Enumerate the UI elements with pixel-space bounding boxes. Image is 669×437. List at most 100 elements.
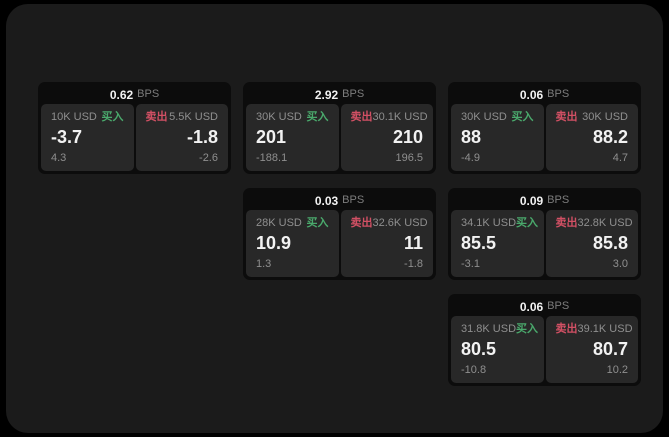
buy-panel-header: 30K USD 买入 (256, 112, 329, 123)
spread-value: 2.92 (314, 87, 339, 102)
sell-size-label: 30K USD (582, 111, 628, 123)
buy-panel-header: 28K USD 买入 (256, 218, 329, 229)
buy-quote-panel[interactable]: 10K USD 买入 -3.7 4.3 (41, 104, 134, 171)
sell-panel-header: 卖出 39.1K USD (555, 323, 633, 335)
quote-panels: 28K USD 买入 10.9 1.3 卖出 32.6K USD 11 -1.8 (246, 210, 433, 277)
sell-size-label: 32.6K USD (372, 217, 428, 229)
quote-card: 0.03 BPS 28K USD 买入 10.9 1.3 卖出 32.6K US… (243, 188, 436, 280)
sell-side-label: 卖出 (555, 323, 578, 335)
buy-side-label: 买入 (511, 111, 534, 123)
spread-header: 0.62 BPS (41, 85, 228, 104)
sell-side-label: 卖出 (350, 217, 373, 229)
buy-price: -3.7 (51, 127, 83, 147)
sell-sub-value: 10.2 (606, 364, 628, 376)
buy-quote-panel[interactable]: 30K USD 买入 88 -4.9 (451, 104, 544, 171)
buy-size-label: 10K USD (51, 111, 97, 123)
quote-panels: 10K USD 买入 -3.7 4.3 卖出 5.5K USD -1.8 -2.… (41, 104, 228, 171)
quote-card: 0.06 BPS 31.8K USD 买入 80.5 -10.8 卖出 39.1… (448, 294, 641, 386)
sell-quote-panel[interactable]: 卖出 30K USD 88.2 4.7 (545, 104, 638, 171)
buy-panel-header: 31.8K USD 买入 (461, 323, 538, 335)
sell-quote-panel[interactable]: 卖出 39.1K USD 80.7 10.2 (545, 316, 638, 383)
quote-panels: 34.1K USD 买入 85.5 -3.1 卖出 32.8K USD 85.8… (451, 210, 638, 277)
buy-quote-panel[interactable]: 28K USD 买入 10.9 1.3 (246, 210, 339, 277)
buy-side-label: 买入 (516, 323, 539, 335)
buy-panel-header: 34.1K USD 买入 (461, 217, 538, 229)
buy-side-label: 买入 (306, 217, 329, 229)
quote-card: 0.09 BPS 34.1K USD 买入 85.5 -3.1 卖出 32.8K… (448, 188, 641, 280)
sell-side-label: 卖出 (350, 111, 373, 123)
spread-header: 2.92 BPS (246, 85, 433, 104)
buy-price: 10.9 (256, 233, 292, 253)
sell-sub-value: -2.6 (199, 152, 218, 164)
sell-price: 11 (403, 233, 423, 253)
buy-side-label: 买入 (306, 111, 329, 123)
spread-unit-label: BPS (547, 194, 570, 206)
spread-value: 0.09 (519, 193, 544, 208)
sell-panel-header: 卖出 32.8K USD (555, 217, 633, 229)
sell-quote-panel[interactable]: 卖出 32.6K USD 11 -1.8 (340, 210, 433, 277)
buy-quote-panel[interactable]: 31.8K USD 买入 80.5 -10.8 (451, 316, 544, 383)
spread-value: 0.06 (519, 299, 544, 314)
sell-sub-value: 4.7 (612, 152, 628, 164)
sell-side-label: 卖出 (145, 111, 168, 123)
buy-size-label: 30K USD (256, 111, 302, 123)
spread-header: 0.06 BPS (451, 297, 638, 316)
spread-unit-label: BPS (137, 88, 160, 100)
buy-sub-value: -10.8 (461, 364, 487, 376)
sell-price: 88.2 (592, 127, 628, 147)
buy-price: 88 (461, 127, 482, 147)
buy-panel-header: 10K USD 买入 (51, 112, 124, 123)
sell-quote-panel[interactable]: 卖出 5.5K USD -1.8 -2.6 (135, 104, 228, 171)
sell-price: 85.8 (592, 233, 628, 253)
spread-header: 0.03 BPS (246, 191, 433, 210)
sell-sub-value: 3.0 (612, 258, 628, 270)
buy-price: 201 (256, 127, 287, 147)
spread-header: 0.06 BPS (451, 85, 638, 104)
spread-value: 0.03 (314, 193, 339, 208)
spread-unit-label: BPS (342, 88, 365, 100)
sell-size-label: 32.8K USD (577, 217, 633, 229)
sell-side-label: 卖出 (555, 217, 578, 229)
sell-size-label: 39.1K USD (577, 323, 633, 335)
buy-side-label: 买入 (516, 217, 539, 229)
quote-panels: 30K USD 买入 88 -4.9 卖出 30K USD 88.2 4.7 (451, 104, 638, 171)
sell-quote-panel[interactable]: 卖出 32.8K USD 85.8 3.0 (545, 210, 638, 277)
sell-side-label: 卖出 (555, 111, 578, 123)
spread-value: 0.62 (109, 87, 134, 102)
buy-quote-panel[interactable]: 30K USD 买入 201 -188.1 (246, 104, 339, 171)
sell-price: 210 (392, 127, 423, 147)
quote-card: 2.92 BPS 30K USD 买入 201 -188.1 卖出 30.1K … (243, 82, 436, 174)
buy-sub-value: -3.1 (461, 258, 480, 270)
sell-quote-panel[interactable]: 卖出 30.1K USD 210 196.5 (340, 104, 433, 171)
buy-sub-value: 1.3 (256, 258, 272, 270)
buy-size-label: 34.1K USD (461, 217, 517, 229)
buy-size-label: 31.8K USD (461, 323, 517, 335)
sell-price: 80.7 (592, 339, 628, 359)
spread-unit-label: BPS (547, 300, 570, 312)
buy-price: 80.5 (461, 339, 497, 359)
sell-panel-header: 卖出 30K USD (556, 112, 629, 123)
spread-header: 0.09 BPS (451, 191, 638, 210)
buy-quote-panel[interactable]: 34.1K USD 买入 85.5 -3.1 (451, 210, 544, 277)
sell-panel-header: 卖出 5.5K USD (146, 112, 219, 123)
sell-price: -1.8 (186, 127, 218, 147)
quote-card: 0.62 BPS 10K USD 买入 -3.7 4.3 卖出 5.5K USD… (38, 82, 231, 174)
quote-grid: 0.62 BPS 10K USD 买入 -3.7 4.3 卖出 5.5K USD… (38, 82, 641, 386)
quote-panels: 31.8K USD 买入 80.5 -10.8 卖出 39.1K USD 80.… (451, 316, 638, 383)
app-window: 0.62 BPS 10K USD 买入 -3.7 4.3 卖出 5.5K USD… (6, 4, 663, 433)
sell-sub-value: 196.5 (395, 152, 423, 164)
spread-unit-label: BPS (342, 194, 365, 206)
sell-panel-header: 卖出 30.1K USD (350, 111, 428, 123)
buy-size-label: 30K USD (461, 111, 507, 123)
buy-panel-header: 30K USD 买入 (461, 112, 534, 123)
buy-sub-value: 4.3 (51, 152, 67, 164)
quote-panels: 30K USD 买入 201 -188.1 卖出 30.1K USD 210 1… (246, 104, 433, 171)
buy-size-label: 28K USD (256, 217, 302, 229)
sell-size-label: 30.1K USD (372, 111, 428, 123)
spread-value: 0.06 (519, 87, 544, 102)
sell-sub-value: -1.8 (404, 258, 423, 270)
buy-side-label: 买入 (101, 111, 124, 123)
sell-size-label: 5.5K USD (169, 111, 218, 123)
spread-unit-label: BPS (547, 88, 570, 100)
quote-card: 0.06 BPS 30K USD 买入 88 -4.9 卖出 30K USD 8… (448, 82, 641, 174)
